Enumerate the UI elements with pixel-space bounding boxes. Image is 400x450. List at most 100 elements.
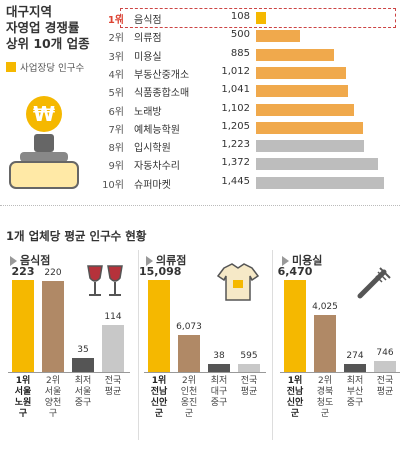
data-label: 223 (11, 265, 35, 278)
category-label: 최저 서울 중구 (74, 376, 92, 408)
bar (256, 12, 266, 24)
rank-label: 4위 (108, 69, 124, 81)
data-label: 15,098 (139, 265, 182, 278)
category-label: 전국 평균 (104, 376, 122, 397)
shop-owner-icon: ₩ (9, 96, 79, 189)
triangle-icon (282, 256, 289, 266)
bar (256, 30, 301, 43)
baseline (280, 372, 400, 373)
bar (256, 176, 384, 189)
rank-label: 8위 (108, 143, 124, 155)
legend-label: 사업장당 인구수 (20, 63, 85, 74)
value-label: 1,102 (221, 102, 250, 114)
legend-swatch (6, 62, 16, 72)
bar (374, 361, 396, 372)
category-label: 최저 대구 중구 (210, 376, 228, 408)
bar (148, 280, 170, 372)
data-label: 4,025 (312, 301, 338, 312)
category-label: 전국 평균 (376, 376, 394, 397)
category-label: 의류점 (134, 33, 162, 45)
bar (256, 48, 335, 61)
svg-text:₩: ₩ (33, 102, 55, 126)
category-label: 노래방 (134, 106, 162, 118)
rank-label: 6위 (108, 106, 124, 118)
triangle-icon (10, 256, 17, 266)
value-label: 1,205 (221, 120, 250, 132)
category-label: 1위 전남 신안군 (150, 376, 168, 419)
value-label: 500 (230, 29, 250, 41)
data-label: 114 (104, 311, 122, 322)
first-rank-highlight (120, 8, 396, 28)
legend: 사업장당 인구수 (6, 60, 84, 74)
rank-label: 10위 (102, 179, 124, 191)
value-label: 1,012 (221, 65, 250, 77)
divider (0, 205, 400, 206)
category-label: 슈퍼마켓 (134, 179, 171, 191)
rank-label: 9위 (108, 161, 124, 173)
bar (314, 314, 336, 372)
title-line-3: 상위 10개 업종 (6, 36, 90, 51)
category-label: 2위 인천 옹진군 (180, 376, 198, 419)
bar (256, 85, 349, 98)
bar (256, 66, 346, 79)
category-label: 최저 부산 중구 (346, 376, 364, 408)
rank-label: 1위 (107, 15, 124, 26)
data-label: 35 (77, 344, 89, 355)
bar (178, 334, 200, 372)
bar (12, 280, 34, 372)
category-label: 입시학원 (134, 143, 171, 155)
value-label: 1,372 (221, 157, 250, 169)
won-icon (26, 96, 62, 132)
bar (256, 103, 354, 116)
rank-label: 5위 (108, 88, 124, 100)
comb-icon (357, 267, 391, 299)
shirt-icon (216, 263, 260, 301)
value-label: 885 (230, 47, 250, 59)
value-label: 1,445 (221, 175, 250, 187)
value-label: 1,223 (221, 139, 250, 151)
category-label: 자동차수리 (134, 161, 180, 173)
title-line-1: 대구지역 (6, 4, 53, 19)
wine-glasses-icon (87, 265, 123, 296)
rank-label: 2위 (108, 33, 124, 45)
category-label: 1위 서울 노원구 (14, 376, 32, 419)
panel-separator (272, 250, 273, 440)
title-line-2: 자영업 경쟁률 (6, 20, 80, 35)
category-label: 2위 서울 양천구 (44, 376, 62, 419)
bar (42, 281, 64, 372)
bar (238, 364, 260, 372)
rank-label: 7위 (108, 124, 124, 136)
data-label: 6,470 (277, 265, 313, 278)
bar (208, 364, 230, 372)
panel-title-restaurant: 음식점 (10, 252, 50, 268)
panel-separator (138, 250, 139, 440)
rank-label: 3위 (108, 51, 124, 63)
bar (344, 364, 366, 372)
panel-title-clothing: 의류점 (146, 252, 186, 268)
value-label: 108 (230, 11, 250, 22)
value-label: 1,041 (221, 84, 250, 96)
baseline (144, 372, 266, 373)
category-label: 1위 전남 신안군 (286, 376, 304, 419)
category-label: 미용실 (134, 51, 162, 63)
bar (256, 121, 363, 134)
bar (72, 357, 94, 372)
data-label: 746 (376, 348, 394, 359)
data-label: 274 (346, 351, 364, 361)
bar (256, 140, 365, 153)
category-label: 예체능학원 (134, 124, 180, 136)
category-label: 음식점 (134, 15, 162, 26)
chart-title: 대구지역 자영업 경쟁률 상위 10개 업종 (6, 4, 90, 52)
section-title: 1개 업체당 평균 인구수 현황 (6, 229, 147, 243)
bar (102, 324, 124, 372)
data-label: 38 (213, 351, 225, 361)
triangle-icon (146, 256, 153, 266)
data-label: 220 (44, 268, 62, 279)
category-label: 2위 경북 청도군 (316, 376, 334, 419)
bar (284, 280, 306, 372)
category-label: 전국 평균 (240, 376, 258, 397)
data-label: 595 (240, 351, 258, 361)
category-label: 식품종합소매 (134, 88, 190, 100)
category-label: 부동산중개소 (134, 69, 190, 81)
bar (256, 158, 378, 171)
